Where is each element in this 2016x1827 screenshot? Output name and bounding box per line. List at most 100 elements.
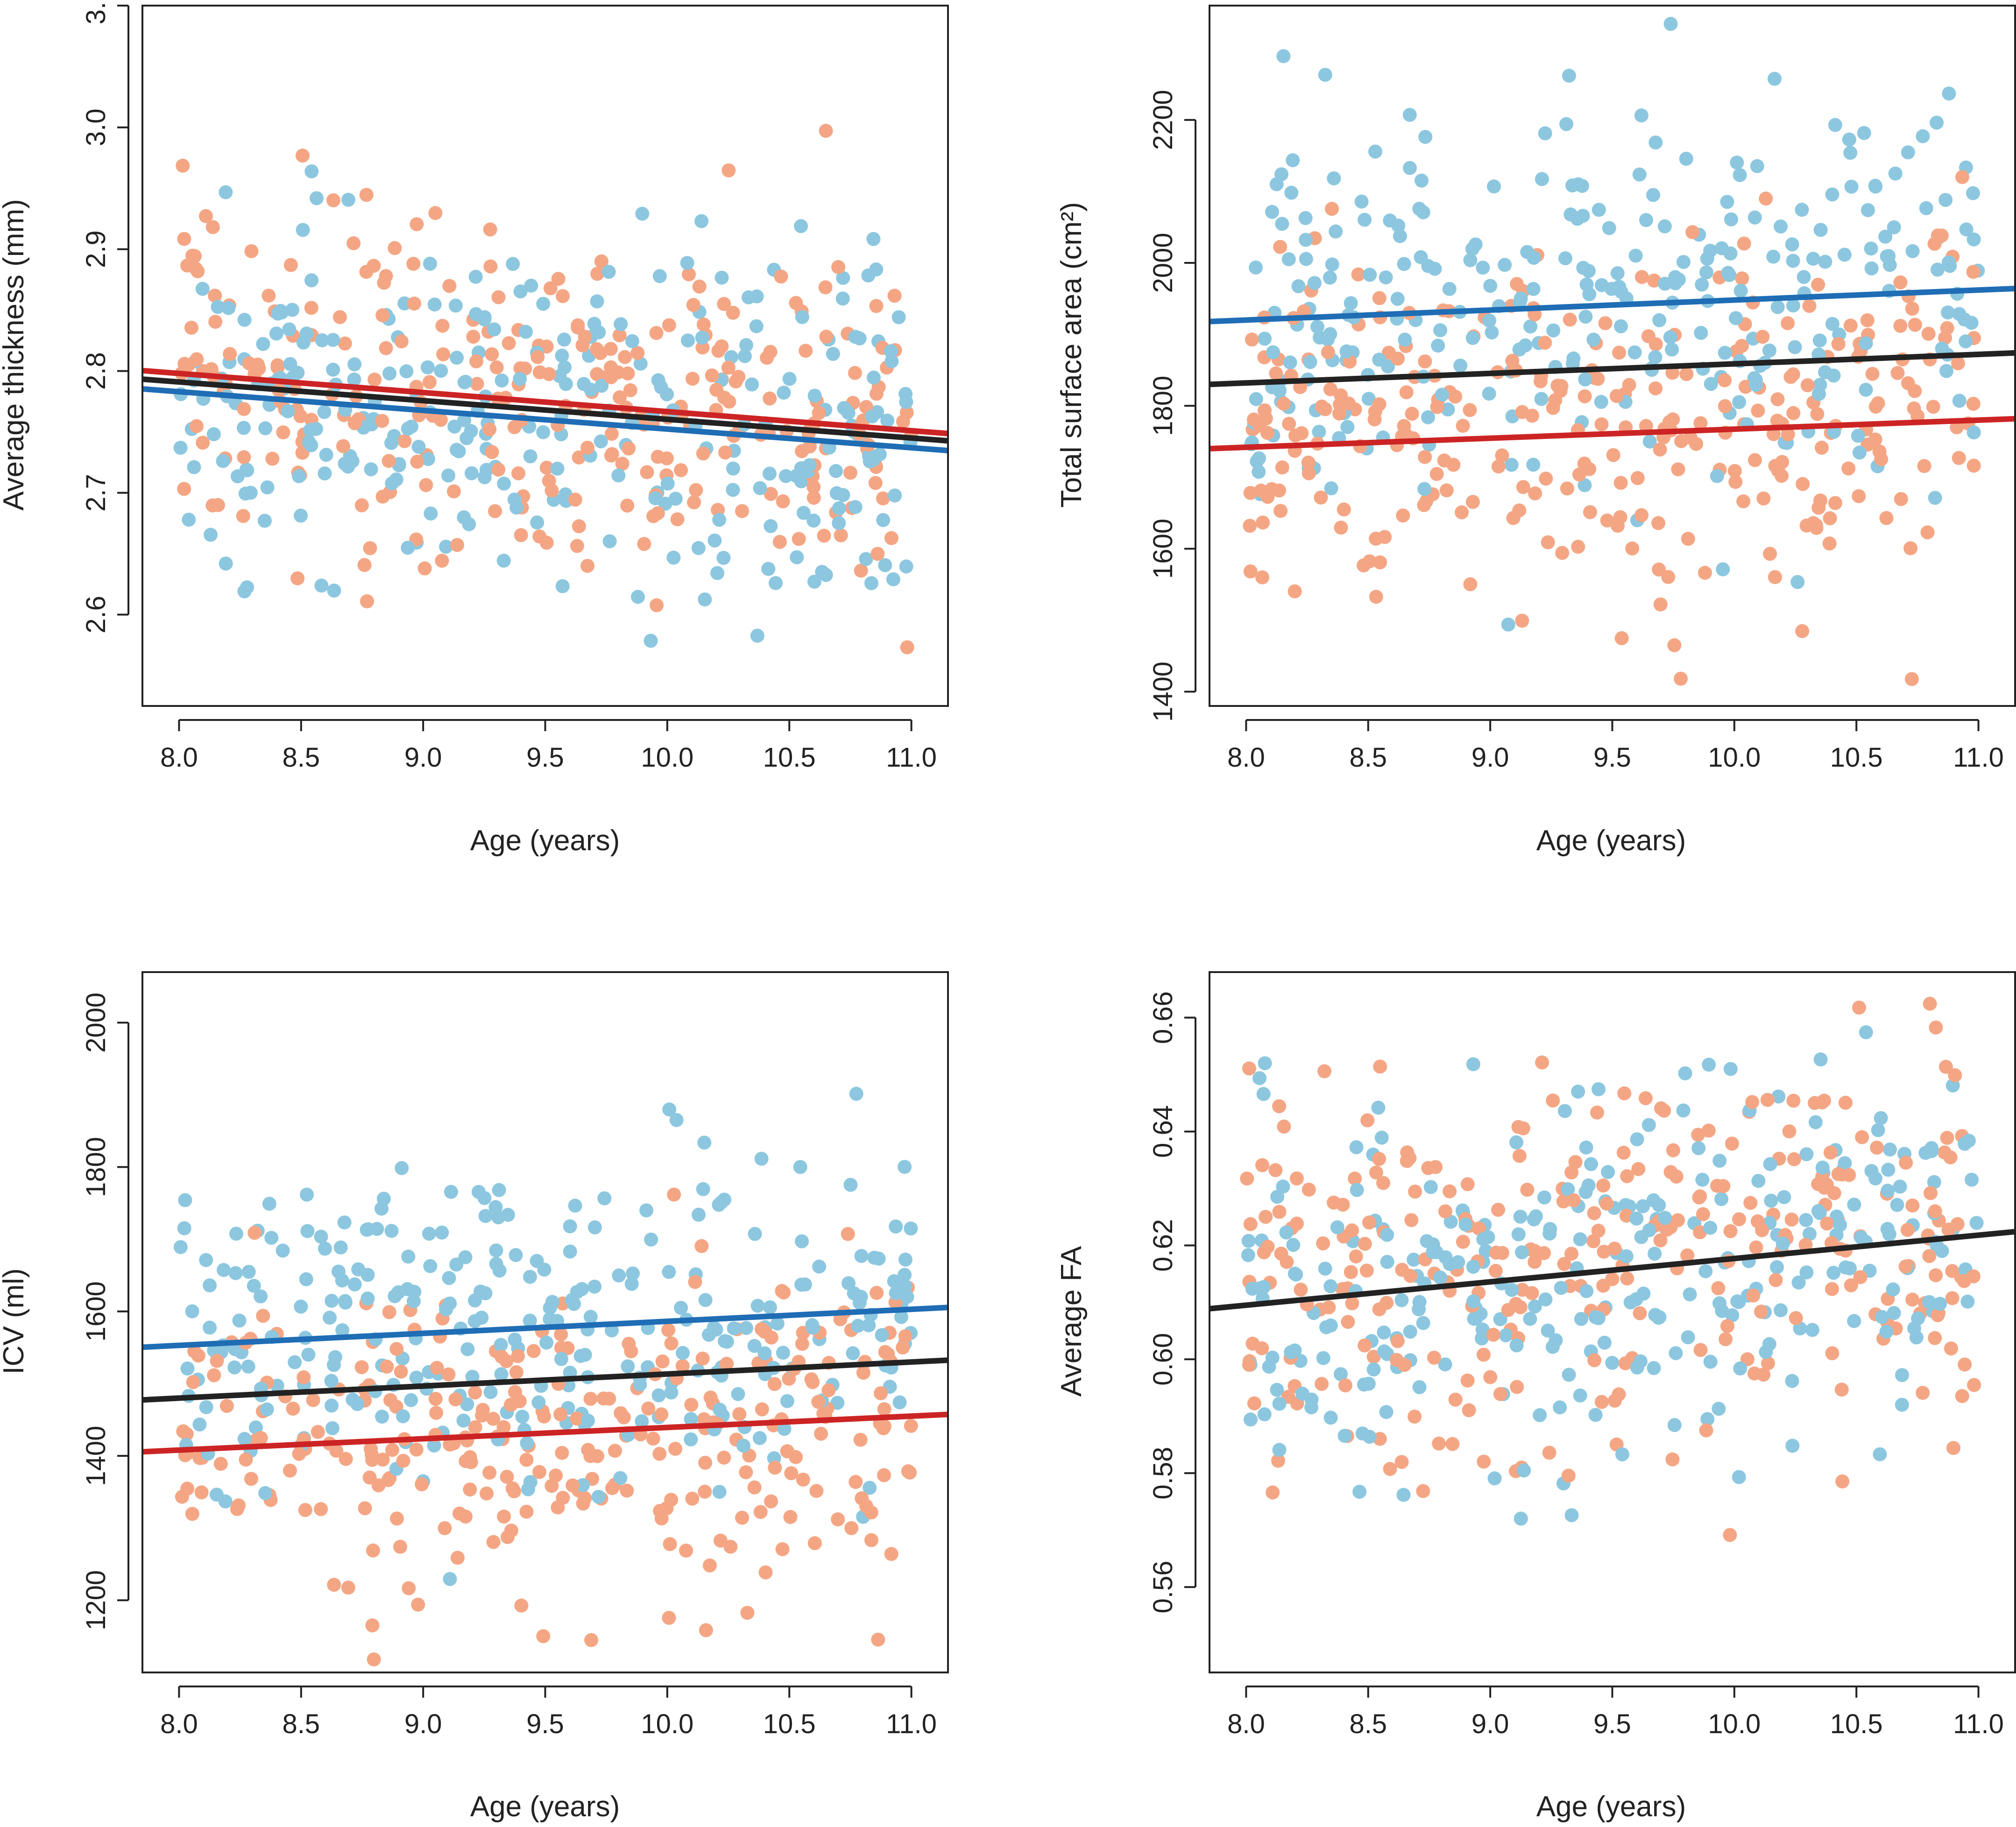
data-point-orange [1268, 1163, 1283, 1178]
data-point-orange [1874, 452, 1889, 466]
x-axis-label-fa: Age (years) [1536, 1791, 1686, 1823]
data-point-orange [809, 1484, 824, 1498]
data-point-orange [1465, 495, 1480, 509]
data-point-orange [806, 480, 821, 494]
data-point-orange [722, 163, 736, 177]
data-point-orange [1701, 1123, 1716, 1138]
data-point-blue [389, 473, 403, 487]
data-point-orange [208, 289, 222, 303]
data-point-orange [884, 531, 898, 545]
data-point-blue [1710, 469, 1724, 483]
data-point-orange [1488, 1263, 1503, 1278]
data-point-blue [1289, 1267, 1303, 1282]
data-point-blue [1861, 203, 1875, 217]
data-point-orange [1761, 1356, 1775, 1370]
data-point-orange [1770, 392, 1785, 407]
data-point-orange [1760, 1093, 1775, 1107]
data-point-orange [1683, 430, 1698, 445]
data-point-blue [1304, 1400, 1319, 1415]
data-point-blue [1265, 1350, 1280, 1365]
data-point-orange [428, 1392, 443, 1406]
data-point-blue [1641, 1118, 1656, 1132]
data-point-orange [1294, 1283, 1308, 1297]
data-point-orange [764, 1494, 778, 1509]
data-point-blue [407, 1284, 422, 1299]
fit-line-black [142, 376, 948, 444]
x-tick-label: 8.5 [282, 1709, 320, 1739]
data-point-orange [1842, 1168, 1856, 1182]
data-point-blue [1379, 1405, 1394, 1419]
data-point-orange [505, 1481, 520, 1495]
data-point-orange [841, 1227, 855, 1241]
data-point-blue [513, 372, 527, 386]
data-point-blue [543, 1312, 557, 1326]
data-point-orange [1725, 1136, 1739, 1151]
data-point-orange [1600, 513, 1614, 528]
data-point-orange [1958, 1357, 1972, 1372]
data-point-orange [1966, 396, 1981, 411]
data-point-blue [331, 1264, 346, 1279]
data-point-blue [1924, 1141, 1939, 1155]
data-point-blue [750, 289, 764, 303]
data-point-blue [237, 313, 252, 327]
data-point-orange [686, 372, 700, 386]
data-point-orange [1560, 481, 1574, 496]
data-point-blue [899, 559, 913, 574]
data-point-orange [553, 1407, 568, 1422]
panel-thickness: 8.0 8.5 9.0 9.5 10.0 10.5 11.0 2.62.72.82.93.0… [0, 0, 949, 857]
data-point-blue [633, 1377, 647, 1392]
data-point-orange [1759, 191, 1773, 206]
data-point-orange [207, 1368, 221, 1383]
data-point-orange [1323, 382, 1337, 396]
data-point-blue [1329, 224, 1343, 239]
data-point-blue [861, 268, 876, 282]
data-point-blue [794, 219, 808, 233]
data-point-orange [1462, 1403, 1476, 1418]
data-point-orange [1242, 1358, 1256, 1372]
data-point-orange [1606, 448, 1620, 462]
data-point-blue [1733, 168, 1747, 182]
data-point-blue [1435, 388, 1449, 402]
data-point-orange [844, 1521, 859, 1535]
fit-line-blue [142, 1305, 948, 1350]
data-point-blue [471, 1185, 486, 1199]
data-point-blue [1837, 247, 1852, 262]
data-point-orange [763, 345, 778, 359]
data-point-orange [1302, 466, 1316, 480]
data-point-blue [262, 1197, 276, 1211]
data-point-blue [318, 466, 332, 480]
data-point-orange [1905, 1292, 1920, 1307]
data-point-orange [1243, 486, 1258, 500]
x-axis-label-icv: Age (years) [470, 1791, 620, 1823]
data-point-orange [622, 441, 636, 456]
data-point-orange [819, 124, 833, 138]
data-point-blue [1694, 326, 1708, 340]
y-tick-label: 0.56 [1148, 1561, 1178, 1614]
data-point-orange [1924, 1186, 1938, 1200]
data-point-orange [1325, 202, 1339, 216]
data-point-orange [806, 491, 821, 505]
data-point-blue [631, 590, 645, 604]
data-point-orange [699, 1623, 713, 1637]
data-point-orange [649, 326, 664, 340]
x-tick-label: 9.5 [1593, 742, 1631, 773]
data-point-orange [359, 188, 374, 202]
data-point-orange [1852, 489, 1866, 503]
data-point-blue [1880, 249, 1894, 264]
data-point-orange [393, 1539, 407, 1554]
data-point-orange [1685, 225, 1700, 240]
data-point-blue [347, 1277, 362, 1291]
data-point-blue [1249, 261, 1263, 275]
data-point-blue [1619, 1249, 1634, 1263]
data-point-blue [1265, 205, 1279, 219]
data-point-blue [257, 514, 272, 528]
data-point-blue [427, 1439, 441, 1453]
data-point-blue [1931, 262, 1945, 277]
data-point-orange [1782, 1124, 1797, 1139]
data-point-blue [1952, 394, 1966, 408]
data-point-orange [1654, 1101, 1668, 1115]
data-point-orange [297, 1370, 311, 1384]
data-point-blue [1276, 1179, 1290, 1194]
data-point-blue [347, 357, 362, 372]
